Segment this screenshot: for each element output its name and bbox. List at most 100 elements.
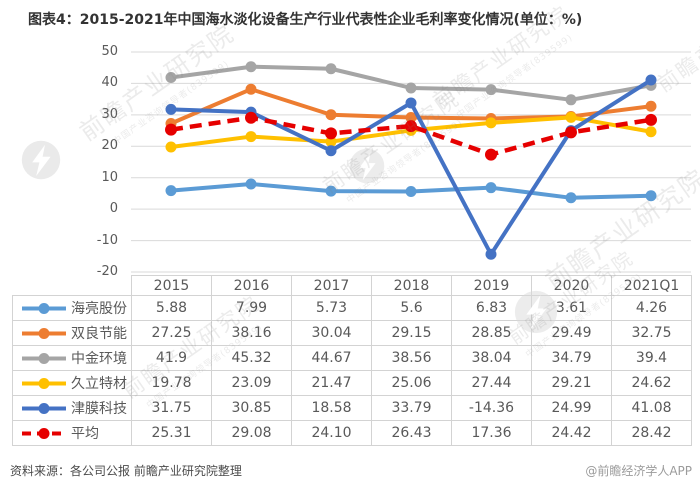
table-cell-平均-2015: 25.31 xyxy=(131,420,212,446)
table-cell-海亮股份-2018: 5.6 xyxy=(371,295,452,321)
data-point-久立特材-2016 xyxy=(245,131,257,143)
table-row: 津膜科技 31.75 30.85 18.58 33.79 -14.36 24.99 41.08 xyxy=(12,395,692,421)
table-cell-海亮股份-2021Q1: 4.26 xyxy=(611,295,692,321)
data-point-久立特材-2019 xyxy=(485,117,497,129)
table-cell-津膜科技-2020: 24.99 xyxy=(531,395,612,421)
series-name: 平均 xyxy=(71,426,99,442)
data-point-双良节能-2017 xyxy=(325,109,337,121)
data-point-双良节能-2016 xyxy=(245,83,257,95)
table-cell-平均-2019: 17.36 xyxy=(451,420,532,446)
legend-key-icon xyxy=(22,402,66,414)
table-cell-津膜科技-2021Q1: 41.08 xyxy=(611,395,692,421)
data-point-中金环境-2017 xyxy=(325,63,337,75)
y-axis-tick-label: -20 xyxy=(96,264,118,279)
table-row: 双良节能 27.25 38.16 30.04 29.15 28.85 29.49 32.75 xyxy=(12,320,692,346)
table-cell-中金环境-2016: 45.32 xyxy=(211,345,292,371)
y-axis-tick-label: 40 xyxy=(101,75,118,90)
attribution: @前瞻经济学人APP xyxy=(585,464,692,478)
year-header: 2021Q1 xyxy=(611,275,692,296)
table-cell-中金环境-2015: 41.9 xyxy=(131,345,212,371)
series-name: 双良节能 xyxy=(71,326,127,342)
legend-key-icon xyxy=(22,377,66,389)
series-name: 海亮股份 xyxy=(71,301,127,317)
table-cell-津膜科技-2016: 30.85 xyxy=(211,395,292,421)
data-point-平均-2017 xyxy=(325,127,337,140)
table-cell-平均-2017: 24.10 xyxy=(291,420,372,446)
y-axis-tick-label: -10 xyxy=(96,233,118,248)
data-point-津膜科技-2019 xyxy=(485,248,497,260)
table-cell-双良节能-2016: 38.16 xyxy=(211,320,292,346)
table-cell-久立特材-2019: 27.44 xyxy=(451,370,532,396)
table-cell-海亮股份-2020: 3.61 xyxy=(531,295,612,321)
table-cell-双良节能-2015: 27.25 xyxy=(131,320,212,346)
data-point-双良节能-2021Q1 xyxy=(645,100,657,112)
data-point-海亮股份-2015 xyxy=(165,185,177,197)
legend-key-icon xyxy=(22,302,66,314)
y-axis-tick-label: 20 xyxy=(101,138,118,153)
table-cell-久立特材-2018: 25.06 xyxy=(371,370,452,396)
table-cell-双良节能-2018: 29.15 xyxy=(371,320,452,346)
year-header: 2017 xyxy=(291,275,372,296)
table-cell-海亮股份-2019: 6.83 xyxy=(451,295,532,321)
table-cell-平均-2020: 24.42 xyxy=(531,420,612,446)
data-point-久立特材-2015 xyxy=(165,141,177,153)
table-row: 平均 25.31 29.08 24.10 26.43 17.36 24.42 28.42 xyxy=(12,420,692,446)
data-point-海亮股份-2016 xyxy=(245,178,257,190)
legend-key-icon xyxy=(22,327,66,339)
table-cell-津膜科技-2015: 31.75 xyxy=(131,395,212,421)
table-cell-双良节能-2017: 30.04 xyxy=(291,320,372,346)
y-axis-tick-label: 30 xyxy=(101,107,118,122)
data-point-平均-2019 xyxy=(485,148,497,161)
table-cell-中金环境-2020: 34.79 xyxy=(531,345,612,371)
data-point-海亮股份-2020 xyxy=(565,192,577,204)
legend-key-icon xyxy=(22,427,66,439)
table-cell-津膜科技-2018: 33.79 xyxy=(371,395,452,421)
data-point-中金环境-2016 xyxy=(245,61,257,73)
year-header: 2020 xyxy=(531,275,612,296)
table-row: 中金环境 41.9 45.32 44.67 38.56 38.04 34.79 39.4 xyxy=(12,345,692,371)
data-point-久立特材-2017 xyxy=(325,136,337,148)
table-corner-cell xyxy=(13,276,132,296)
table-cell-中金环境-2019: 38.04 xyxy=(451,345,532,371)
year-header: 2016 xyxy=(211,275,292,296)
y-axis-tick-label: 0 xyxy=(109,201,118,216)
data-point-津膜科技-2017 xyxy=(325,145,337,157)
data-point-海亮股份-2018 xyxy=(405,186,417,198)
series-name: 久立特材 xyxy=(71,376,127,392)
data-point-海亮股份-2017 xyxy=(325,185,337,197)
data-point-津膜科技-2021Q1 xyxy=(645,74,657,86)
legend-cell: 双良节能 xyxy=(12,320,132,346)
table-header-row: 2015 2016 2017 2018 2019 2020 2021Q1 xyxy=(13,275,692,296)
data-point-中金环境-2019 xyxy=(485,84,497,96)
data-point-久立特材-2020 xyxy=(565,111,577,123)
data-point-津膜科技-2018 xyxy=(405,97,417,109)
year-header: 2018 xyxy=(371,275,452,296)
y-axis-tick-label: 50 xyxy=(101,44,118,59)
table-cell-久立特材-2016: 23.09 xyxy=(211,370,292,396)
data-point-平均-2018 xyxy=(405,120,417,133)
table-cell-中金环境-2021Q1: 39.4 xyxy=(611,345,692,371)
data-point-中金环境-2018 xyxy=(405,82,417,94)
table-cell-海亮股份-2017: 5.73 xyxy=(291,295,372,321)
data-point-中金环境-2020 xyxy=(565,94,577,106)
table-cell-中金环境-2018: 38.56 xyxy=(371,345,452,371)
table-cell-双良节能-2021Q1: 32.75 xyxy=(611,320,692,346)
table-cell-久立特材-2020: 29.21 xyxy=(531,370,612,396)
data-point-双良节能-2018 xyxy=(405,112,417,124)
legend-cell: 平均 xyxy=(12,420,132,446)
table-row: 久立特材 19.78 23.09 21.47 25.06 27.44 29.21 24.62 xyxy=(12,370,692,396)
y-axis-tick-label: 10 xyxy=(101,170,118,185)
table-cell-海亮股份-2015: 5.88 xyxy=(131,295,212,321)
series-name: 中金环境 xyxy=(71,351,127,367)
table-cell-双良节能-2019: 28.85 xyxy=(451,320,532,346)
data-point-久立特材-2021Q1 xyxy=(645,126,657,138)
table-cell-平均-2016: 29.08 xyxy=(211,420,292,446)
table-cell-平均-2021Q1: 28.42 xyxy=(611,420,692,446)
legend-key-icon xyxy=(22,352,66,364)
data-table: 2015 2016 2017 2018 2019 2020 2021Q1 海亮股份 5.88 7.… xyxy=(12,275,692,446)
table-cell-久立特材-2021Q1: 24.62 xyxy=(611,370,692,396)
data-point-平均-2021Q1 xyxy=(645,113,657,126)
data-point-海亮股份-2019 xyxy=(485,182,497,194)
table-cell-中金环境-2017: 44.67 xyxy=(291,345,372,371)
